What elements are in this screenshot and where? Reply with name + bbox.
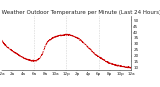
Title: Milwaukee Weather Outdoor Temperature per Minute (Last 24 Hours): Milwaukee Weather Outdoor Temperature pe… xyxy=(0,10,160,15)
